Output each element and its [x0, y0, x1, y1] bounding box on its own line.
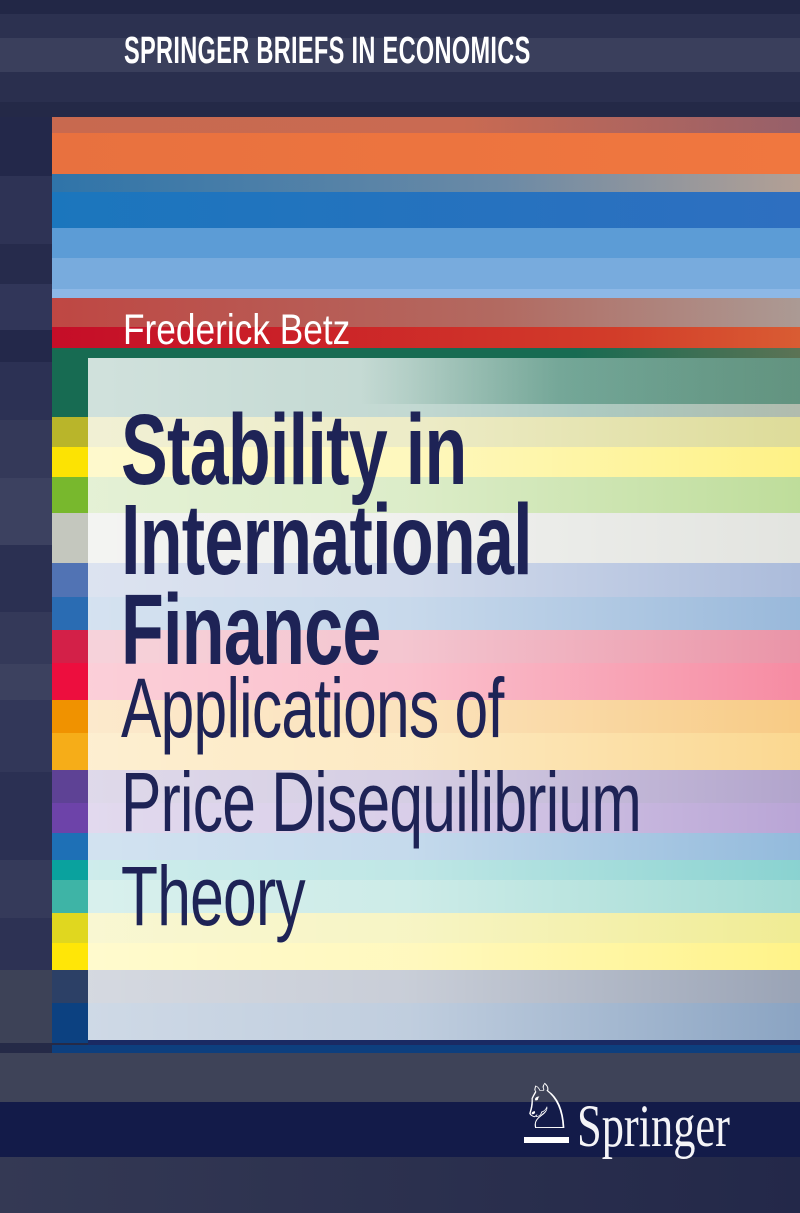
title-line-1: Stability in: [121, 394, 467, 506]
translucent-panel: [88, 358, 800, 1040]
book-title: Stability in International Finance: [121, 394, 533, 686]
top-shade-band: [0, 0, 800, 14]
color-stripe: [52, 192, 800, 228]
top-shade-band: [0, 38, 800, 72]
bottom-shade-band: [0, 1157, 800, 1213]
series-title: SPRINGER BRIEFS IN ECONOMICS: [124, 30, 531, 72]
subtitle-line-1: Applications of: [121, 661, 504, 755]
left-shade-band: [0, 117, 52, 176]
color-stripe: [52, 289, 800, 298]
left-shade-band: [0, 545, 52, 612]
subtitle-line-2: Price Disequilibrium: [121, 755, 642, 849]
bottom-shade-band: [0, 1102, 800, 1157]
left-shade-band: [0, 362, 52, 420]
left-shade-band: [0, 420, 52, 478]
top-shade-band: [0, 72, 800, 102]
left-shade-band: [0, 330, 52, 362]
color-stripe: [52, 298, 800, 327]
subtitle-line-3: Theory: [121, 849, 306, 943]
title-line-2: International: [121, 484, 533, 596]
color-stripe: [52, 117, 800, 133]
left-shade-band: [0, 478, 52, 545]
color-stripe: [52, 174, 800, 192]
springer-knight-pedestal: [524, 1137, 569, 1143]
book-subtitle: Applications of Price Disequilibrium The…: [121, 661, 642, 943]
top-shade-band: [0, 14, 800, 38]
left-shade-band: [0, 970, 52, 1043]
left-shade-band: [0, 700, 52, 772]
left-shade-band: [0, 918, 52, 970]
color-stripe: [52, 258, 800, 289]
left-shade-band: [0, 244, 52, 284]
title-line-3: Finance: [121, 574, 381, 686]
left-shade-band: [0, 612, 52, 664]
springer-knight-icon: ♘: [519, 1070, 575, 1143]
color-stripe: [52, 133, 800, 174]
publisher-wordmark: Springer: [577, 1093, 730, 1159]
color-stripe: [52, 228, 800, 258]
left-shade-band: [0, 176, 52, 244]
bottom-shade-band: [52, 1045, 800, 1053]
teal-wedge: [360, 358, 800, 404]
left-edge-bands: [0, 0, 52, 1213]
bottom-shade-band: [0, 1053, 800, 1102]
color-stripe: [52, 327, 800, 348]
top-shade-band: [0, 102, 800, 117]
left-shade-band: [0, 664, 52, 700]
left-shade-band: [0, 860, 52, 918]
left-shade-band: [0, 284, 52, 330]
left-shade-band: [0, 772, 52, 860]
bottom-shade-band: [88, 1040, 800, 1045]
author-name: Frederick Betz: [123, 306, 351, 354]
